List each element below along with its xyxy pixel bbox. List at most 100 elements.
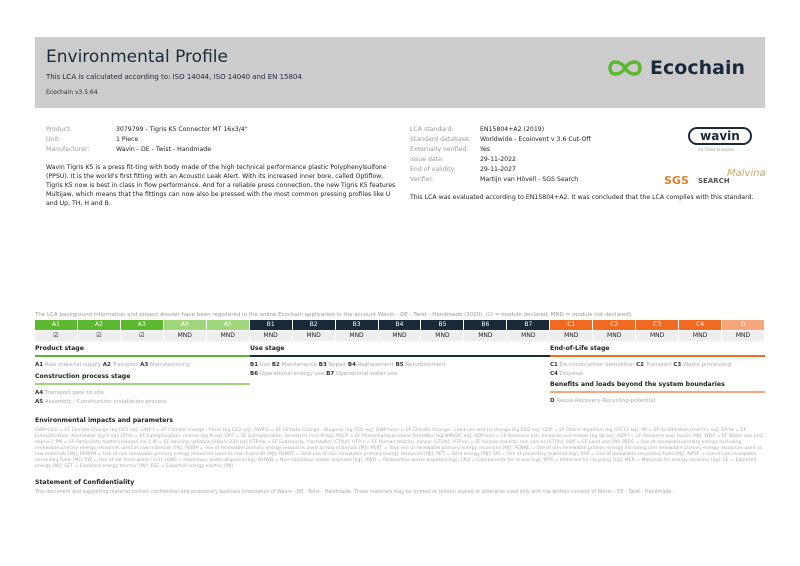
- module-header-c3: C3: [636, 320, 679, 330]
- module-description: De-construction demolition: [559, 362, 635, 368]
- legend-item: C4 Disposal: [550, 371, 583, 377]
- value: EN15804+A2 (2019): [480, 126, 545, 133]
- header-subtitle: This LCA is calculated according to: ISO…: [46, 73, 302, 81]
- legend-item: A2 Transport: [103, 362, 140, 368]
- module-status-b4: MND: [378, 331, 421, 341]
- module-status-a2: ☑: [77, 331, 120, 341]
- module-status-b1: MND: [249, 331, 292, 341]
- label: End of validity:: [410, 166, 456, 173]
- module-status-a3: ☑: [120, 331, 163, 341]
- module-code: A2: [102, 362, 111, 368]
- product-stage-line: [35, 355, 250, 357]
- construction-stage-title: Construction process stage: [35, 373, 131, 380]
- module-description: Waste processing: [682, 362, 732, 368]
- impacts-abbreviations: GWP-total = EF Climate Change [kg CO2 eq…: [35, 428, 763, 469]
- module-code: A4: [35, 390, 44, 396]
- module-description: Refurbishment: [405, 362, 446, 368]
- module-description: Operational energy use: [259, 371, 325, 377]
- product-value: 3079799 - Tigris K5 Connector MT 16x3/4": [116, 126, 248, 133]
- use-stage-title: Use stage: [250, 345, 285, 352]
- module-header-c1: C1: [550, 320, 593, 330]
- legend-item: B4 Replacement: [348, 362, 396, 368]
- module-code: C1: [550, 362, 558, 368]
- legend-item: C1 De-construction demolition: [550, 362, 636, 368]
- module-code: A3: [140, 362, 149, 368]
- module-code: C4: [550, 371, 558, 377]
- module-status-c1: MND: [550, 331, 593, 341]
- modules-table: A1 A2 A3 A4 A5 B1 B2 B3 B4 B5 B6 B7 C1 C2 C3 C4 D ☑ ☑ ☑ MND M…: [35, 320, 765, 341]
- module-description: Disposal: [559, 371, 583, 377]
- module-status-c2: MND: [593, 331, 636, 341]
- signature: Malvina: [727, 168, 766, 179]
- module-header-d: D: [722, 320, 764, 330]
- module-status-a5: MND: [206, 331, 249, 341]
- legend-item: C3 Waste processing: [673, 362, 731, 368]
- wavin-tagline: An Orbia business: [698, 147, 735, 152]
- page-title: Environmental Profile: [46, 47, 228, 67]
- label: Externally verified:: [410, 146, 469, 153]
- legend-item: B2 Maintenance: [272, 362, 319, 368]
- legend-item: D Reuse-Recovery-Recycling-potential: [550, 398, 655, 404]
- module-header-c4: C4: [679, 320, 722, 330]
- module-code: B4: [347, 362, 356, 368]
- module-description: Transport: [112, 362, 139, 368]
- module-header-b7: B7: [507, 320, 550, 330]
- module-code: B3: [318, 362, 327, 368]
- label: Issue date:: [410, 156, 445, 163]
- module-status-a1: ☑: [35, 331, 77, 341]
- module-code: B1: [250, 362, 259, 368]
- module-description: Reuse-Recovery-Recycling-potential: [556, 398, 656, 404]
- impacts-title: Environmental impacts and parameters: [35, 417, 174, 424]
- module-code: B6: [250, 371, 259, 377]
- module-description: Assembly / Construction installation pro…: [44, 399, 167, 405]
- module-description: Raw material supply: [44, 362, 101, 368]
- confidentiality-text: This document and supporting material co…: [35, 490, 673, 495]
- module-status-c3: MND: [636, 331, 679, 341]
- module-header-a2: A2: [77, 320, 120, 330]
- product-stage-legend: A1 Raw material supply A2 Transport A3 M…: [35, 361, 190, 370]
- module-status-b3: MND: [335, 331, 378, 341]
- benefits-title: Benefits and loads beyond the system bou…: [550, 381, 725, 388]
- module-description: Operational water use: [335, 371, 398, 377]
- wavin-logo: wavin: [688, 127, 752, 145]
- value: Martijn van Hövell - SGS Search: [480, 176, 579, 183]
- module-status-b7: MND: [507, 331, 550, 341]
- legend-item: B3 Repair: [319, 362, 348, 368]
- module-header-b5: B5: [421, 320, 464, 330]
- label: Product:: [46, 126, 72, 133]
- value: Yes: [480, 146, 490, 153]
- module-code: D: [550, 398, 555, 404]
- use-stage-line: [250, 355, 550, 357]
- legend-item: B1 Use: [250, 362, 272, 368]
- module-header-b3: B3: [335, 320, 378, 330]
- value: 29-11-2027: [480, 166, 516, 173]
- legend-item: B6 Operational energy use: [250, 371, 326, 377]
- label: Manufacturer:: [46, 146, 90, 153]
- module-code: A1: [35, 362, 44, 368]
- manufacturer-value: Wavin - DE - Twist - Handmade: [116, 146, 212, 153]
- product-description: Wavin Tigris K5 is a press fit-ting with…: [46, 164, 396, 207]
- eol-stage-title: End-of-Life stage: [550, 345, 610, 352]
- benefits-line: [550, 391, 765, 393]
- module-description: Use: [259, 362, 271, 368]
- module-status-b6: MND: [464, 331, 507, 341]
- legend-item: A3 Manufacturing: [140, 362, 190, 368]
- module-description: Repair: [328, 362, 347, 368]
- eol-stage-line: [550, 355, 765, 357]
- ecochain-logo: Ecochain: [606, 57, 745, 79]
- confidentiality-title: Statement of Confidentiality: [35, 479, 135, 486]
- label: Standard database:: [410, 136, 471, 143]
- lca-info: LCA standard: EN15804+A2 (2019) Standard …: [410, 125, 591, 185]
- legend-item: A5 Assembly / Construction installation …: [35, 399, 167, 405]
- sgs-logo: SGS: [664, 174, 689, 187]
- infinity-icon: [608, 60, 642, 76]
- module-header-b6: B6: [464, 320, 507, 330]
- module-status-d: MND: [722, 331, 764, 341]
- module-description: Manufacturing: [149, 362, 190, 368]
- product-stage-title: Product stage: [35, 345, 84, 352]
- legend-item: C2 Transport: [636, 362, 673, 368]
- module-code: B5: [395, 362, 404, 368]
- module-code: B2: [271, 362, 280, 368]
- module-code: C2: [636, 362, 644, 368]
